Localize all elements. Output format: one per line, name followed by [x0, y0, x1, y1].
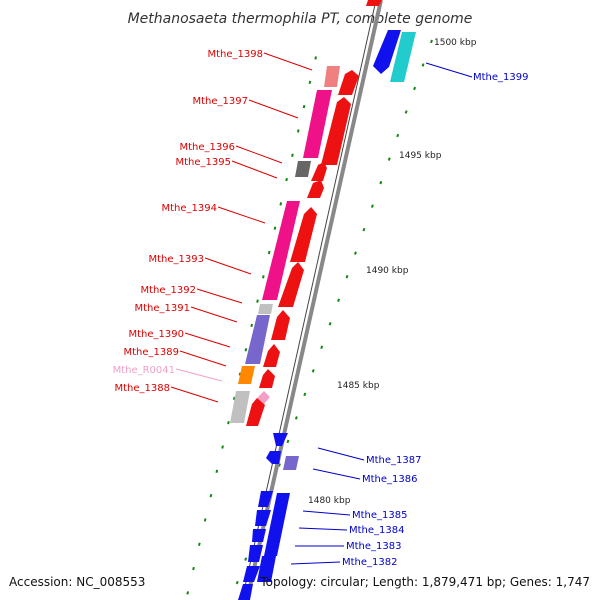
- forward-arrow: [271, 310, 290, 340]
- gene-label-mthe-1398: Mthe_1398: [208, 49, 264, 60]
- reverse-arrow: [248, 545, 263, 562]
- gene-label-mthe-r0041: Mthe_R0041: [113, 365, 175, 376]
- gene-label-mthe-1392: Mthe_1392: [141, 285, 197, 296]
- forward-gene-labels: Mthe_1398 Mthe_1397 Mthe_1396 Mthe_1395 …: [113, 49, 313, 403]
- reverse-arrow: [264, 493, 290, 556]
- map-title: Methanosaeta thermophila PT, complete ge…: [128, 11, 473, 27]
- kbp-label: 1480 kbp: [308, 496, 351, 506]
- gene-bar-mthe-1389: [238, 366, 255, 384]
- kbp-scale: 1500 kbp 1495 kbp 1490 kbp 1485 kbp 1480…: [308, 38, 477, 506]
- gene-label-mthe-1389: Mthe_1389: [124, 347, 180, 358]
- gene-label-mthe-1395: Mthe_1395: [176, 157, 232, 168]
- reverse-arrow: [257, 556, 276, 582]
- forward-strand: [246, 0, 382, 426]
- reverse-arrow-mthe-1386: [283, 456, 299, 470]
- gene-label-mthe-1391: Mthe_1391: [135, 303, 191, 314]
- forward-arrow: [307, 180, 324, 198]
- kbp-label: 1490 kbp: [366, 266, 409, 276]
- reverse-arrow: [273, 433, 288, 446]
- gene-label-mthe-1384: Mthe_1384: [349, 525, 405, 536]
- reverse-arrow: [255, 510, 271, 526]
- forward-arrow: [278, 262, 304, 307]
- gene-label-mthe-1390: Mthe_1390: [129, 329, 185, 340]
- accession-text: Accession: NC_008553: [9, 575, 145, 589]
- gene-bar-mthe-1391: [245, 315, 270, 364]
- gene-label-mthe-1399: Mthe_1399: [473, 72, 529, 83]
- reverse-arrow: [243, 566, 260, 582]
- gene-label-mthe-1386: Mthe_1386: [362, 474, 418, 485]
- forward-arrow: [338, 70, 359, 95]
- gene-label-mthe-1387: Mthe_1387: [366, 455, 422, 466]
- reverse-arrow: [238, 584, 253, 600]
- cog-ring: [230, 66, 340, 423]
- forward-arrow: [366, 0, 382, 6]
- gene-label-mthe-1394: Mthe_1394: [162, 203, 218, 214]
- forward-arrow: [259, 369, 275, 388]
- topology-text: Topology: circular; Length: 1,879,471 bp…: [259, 575, 590, 589]
- forward-arrow: [246, 398, 265, 426]
- gene-label-mthe-1382: Mthe_1382: [342, 557, 398, 568]
- forward-arrow: [311, 162, 327, 181]
- gene-bar-mthe-1394: [262, 201, 300, 300]
- gene-bar-mthe-1398: [324, 66, 340, 87]
- gene-label-mthe-1385: Mthe_1385: [352, 510, 408, 521]
- reverse-arrow: [258, 491, 273, 507]
- reverse-gene-labels: Mthe_1399 Mthe_1387 Mthe_1386 Mthe_1385 …: [290, 62, 529, 568]
- gene-label-mthe-1388: Mthe_1388: [115, 383, 171, 394]
- reverse-strand: [238, 30, 416, 600]
- kbp-label: 1495 kbp: [399, 151, 442, 161]
- reverse-arrow: [266, 451, 281, 464]
- gene-bar-mthe-1397: [303, 90, 332, 158]
- forward-arrow: [321, 97, 351, 165]
- reverse-arrow-mthe-1399: [390, 32, 416, 82]
- gene-label-mthe-1383: Mthe_1383: [346, 541, 402, 552]
- gene-label-mthe-1396: Mthe_1396: [180, 142, 236, 153]
- forward-arrow: [263, 344, 280, 367]
- gene-bar-mthe-1392: [258, 304, 273, 314]
- gene-label-mthe-1397: Mthe_1397: [193, 96, 249, 107]
- reverse-arrow: [252, 529, 266, 542]
- forward-arrow: [290, 207, 317, 262]
- gene-label-mthe-1393: Mthe_1393: [149, 254, 205, 265]
- kbp-label: 1485 kbp: [337, 381, 380, 391]
- reverse-arrow: [373, 30, 401, 74]
- kbp-label: 1500 kbp: [434, 38, 477, 48]
- gene-bar-mthe-1396: [295, 161, 311, 177]
- gene-bar-mthe-1388: [230, 391, 250, 423]
